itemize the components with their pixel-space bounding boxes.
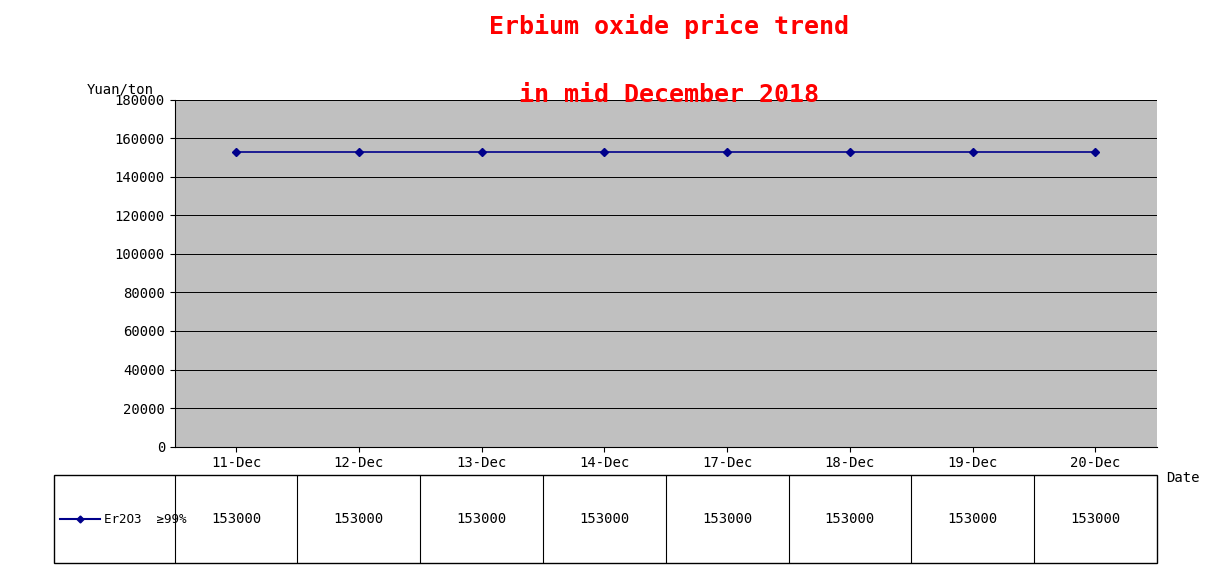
Text: 153000: 153000 <box>211 512 261 526</box>
Text: Erbium oxide price trend: Erbium oxide price trend <box>489 14 848 39</box>
Text: 153000: 153000 <box>457 512 507 526</box>
Text: 153000: 153000 <box>824 512 875 526</box>
Text: Date: Date <box>1166 471 1200 485</box>
Text: 153000: 153000 <box>947 512 998 526</box>
Text: in mid December 2018: in mid December 2018 <box>519 83 818 106</box>
Text: 153000: 153000 <box>1070 512 1121 526</box>
Text: 153000: 153000 <box>580 512 629 526</box>
Text: 153000: 153000 <box>703 512 752 526</box>
Text: 153000: 153000 <box>334 512 384 526</box>
Text: Yuan/ton: Yuan/ton <box>87 82 153 96</box>
Text: Er2O3  ≥99%: Er2O3 ≥99% <box>104 513 186 526</box>
